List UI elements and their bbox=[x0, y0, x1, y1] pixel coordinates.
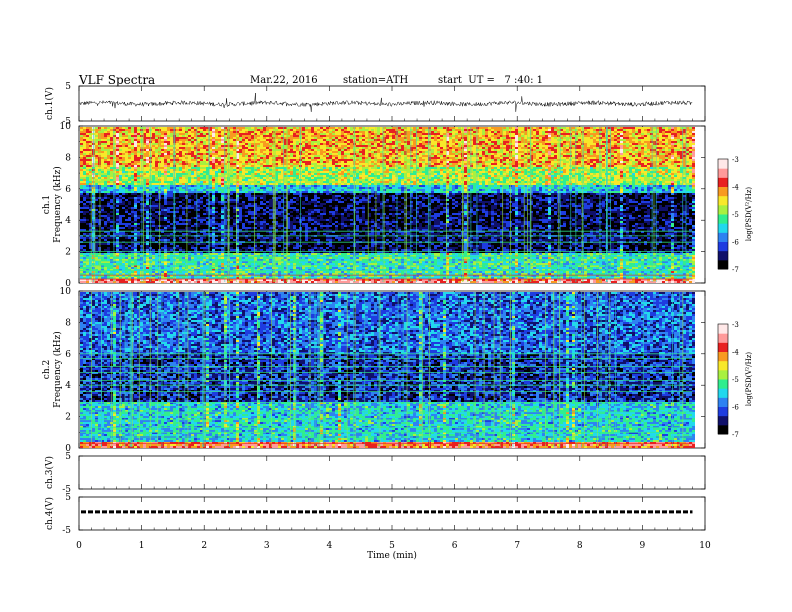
ch1-spectrogram-ytick-label: 8 bbox=[65, 153, 71, 163]
figure-title: VLF Spectra bbox=[79, 73, 155, 87]
xtick-label: 9 bbox=[640, 541, 646, 551]
figure-start-time: start UT = 7 :40: 1 bbox=[438, 75, 543, 86]
ch2-spectrogram-ytick-label: 4 bbox=[65, 381, 71, 391]
ch2-spectrogram-colorbar-tick: -5 bbox=[732, 376, 739, 384]
ch1-waveform-ylabel: ch.1(V) bbox=[44, 87, 55, 120]
ch1-waveform-trace bbox=[78, 92, 693, 112]
ch2-spectrogram-colorbar-tick: -6 bbox=[732, 404, 739, 412]
xtick-label: 10 bbox=[699, 541, 711, 551]
ch3-waveform-ytick-label: 5 bbox=[65, 452, 71, 462]
xtick-label: 3 bbox=[264, 541, 270, 551]
ch2-spectrogram-ytick-label: 0 bbox=[65, 444, 71, 454]
xtick-label: 4 bbox=[327, 541, 333, 551]
ch3-waveform-ytick-label: -5 bbox=[62, 485, 71, 495]
ch1-spectrogram-ytick-label: 6 bbox=[65, 185, 71, 195]
ch4-waveform-ytick-label: 5 bbox=[65, 493, 71, 503]
ch2-spectrogram-colorbar-tick: -3 bbox=[732, 321, 739, 329]
ch2-spectrogram-ylabel: ch.2 bbox=[42, 360, 52, 379]
ch1-spectrogram-colorbar-tick: -4 bbox=[732, 184, 739, 192]
xtick-label: 0 bbox=[76, 541, 82, 551]
ch1-waveform-ytick-label: -5 bbox=[62, 117, 71, 127]
ch2-spectrogram-ytick-label: 8 bbox=[65, 318, 71, 328]
ch1-spectrogram-ytick-label: 2 bbox=[65, 248, 71, 258]
xtick-label: 1 bbox=[139, 541, 145, 551]
ch2-spectrogram-image bbox=[80, 292, 695, 448]
xtick-label: 2 bbox=[201, 541, 207, 551]
ch2-spectrogram-colorbar-tick: -7 bbox=[732, 431, 739, 439]
ch1-spectrogram-ylabel: Frequency (kHz) bbox=[52, 166, 63, 243]
xtick-label: 6 bbox=[452, 541, 458, 551]
ch1-spectrogram-colorbar-tick: -6 bbox=[732, 239, 739, 247]
figure-date: Mar.22, 2016 bbox=[250, 75, 318, 86]
ch3-waveform-ylabel: ch.3(V) bbox=[44, 456, 55, 489]
ch1-spectrogram-ytick-label: 4 bbox=[65, 216, 71, 226]
x-axis-label: Time (min) bbox=[367, 550, 417, 561]
ch1-spectrogram-colorbar-tick: -3 bbox=[732, 156, 739, 164]
ch2-spectrogram-ylabel: Frequency (kHz) bbox=[52, 331, 63, 408]
ch2-spectrogram-ytick-label: 6 bbox=[65, 350, 71, 360]
ch1-spectrogram-colorbar-tick: -5 bbox=[732, 211, 739, 219]
xtick-label: 8 bbox=[577, 541, 583, 551]
ch1-spectrogram-ytick-label: 10 bbox=[60, 122, 72, 132]
xtick-label: 7 bbox=[514, 541, 520, 551]
ch1-spectrogram-ylabel: ch.1 bbox=[42, 195, 52, 214]
figure-station: station=ATH bbox=[343, 75, 408, 86]
ch4-waveform-ytick-label: -5 bbox=[62, 526, 71, 536]
ch2-spectrogram-colorbar-label: log(PSD(V²/Hz) bbox=[745, 352, 753, 407]
ch1-spectrogram-colorbar bbox=[717, 158, 729, 270]
xtick-label: 5 bbox=[389, 541, 395, 551]
ch2-spectrogram-ytick-label: 2 bbox=[65, 413, 71, 423]
ch1-spectrogram-image bbox=[80, 127, 695, 283]
ch2-spectrogram-colorbar-tick: -4 bbox=[732, 349, 739, 357]
ch2-spectrogram-ytick-label: 10 bbox=[60, 287, 72, 297]
ch4-waveform-ylabel: ch.4(V) bbox=[44, 497, 55, 530]
ch1-spectrogram-colorbar-tick: -7 bbox=[732, 266, 739, 274]
ch1-spectrogram-ytick-label: 0 bbox=[65, 279, 71, 289]
ch1-waveform-ytick-label: 5 bbox=[65, 82, 71, 92]
ch1-spectrogram-colorbar-label: log(PSD(V²/Hz) bbox=[745, 187, 753, 242]
ch2-spectrogram-colorbar bbox=[717, 323, 729, 435]
